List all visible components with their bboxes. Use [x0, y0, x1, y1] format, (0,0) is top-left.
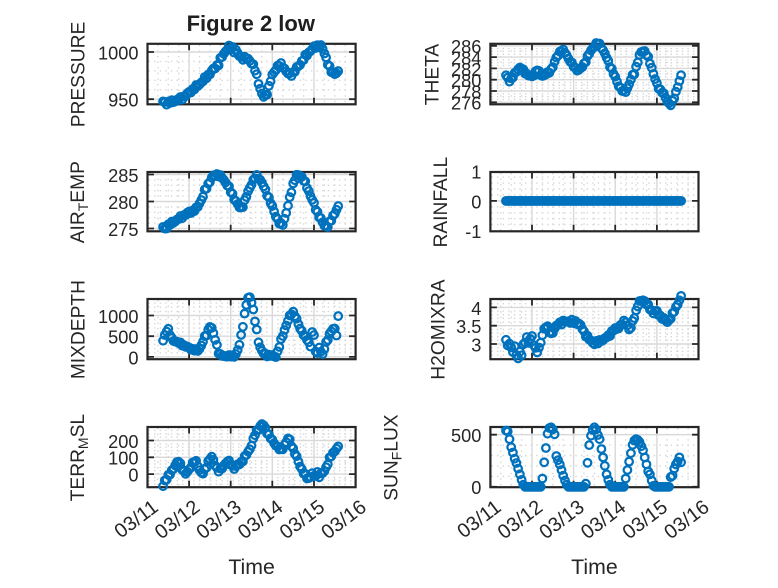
- svg-text:286: 286: [451, 37, 481, 57]
- svg-text:Figure 2 low: Figure 2 low: [187, 11, 316, 36]
- svg-text:275: 275: [108, 220, 138, 240]
- svg-text:3.5: 3.5: [456, 317, 481, 337]
- svg-text:278: 278: [451, 82, 481, 102]
- svg-text:285: 285: [108, 166, 138, 186]
- svg-text:0: 0: [471, 478, 481, 498]
- svg-text:282: 282: [451, 60, 481, 80]
- svg-text:MIXDEPTH: MIXDEPTH: [69, 280, 90, 379]
- svg-text:0: 0: [128, 348, 138, 368]
- svg-text:RAINFALL: RAINFALL: [431, 157, 452, 248]
- svg-text:THETA: THETA: [423, 44, 444, 106]
- svg-text:500: 500: [451, 426, 481, 446]
- svg-text:100: 100: [108, 449, 138, 469]
- svg-text:PRESSURE: PRESSURE: [69, 22, 90, 128]
- svg-text:3: 3: [471, 335, 481, 355]
- svg-text:0: 0: [471, 192, 481, 212]
- svg-text:Time: Time: [228, 555, 275, 579]
- svg-text:Time: Time: [571, 555, 618, 579]
- svg-text:500: 500: [108, 328, 138, 348]
- svg-text:280: 280: [108, 193, 138, 213]
- svg-text:AIRTEMP: AIRTEMP: [68, 161, 91, 243]
- svg-text:1: 1: [471, 163, 481, 183]
- svg-text:TERRMSL: TERRMSL: [68, 414, 91, 502]
- svg-text:276: 276: [451, 94, 481, 114]
- svg-text:1000: 1000: [98, 307, 138, 327]
- svg-text:SUNFLUX: SUNFLUX: [382, 414, 405, 501]
- svg-text:950: 950: [108, 91, 138, 111]
- svg-text:0: 0: [128, 466, 138, 486]
- svg-text:4: 4: [471, 299, 481, 319]
- svg-text:H2OMIXRA: H2OMIXRA: [429, 279, 450, 379]
- svg-text:200: 200: [108, 432, 138, 452]
- svg-text:280: 280: [451, 71, 481, 91]
- svg-text:-1: -1: [465, 222, 481, 242]
- svg-text:284: 284: [451, 49, 481, 69]
- svg-text:1000: 1000: [98, 43, 138, 63]
